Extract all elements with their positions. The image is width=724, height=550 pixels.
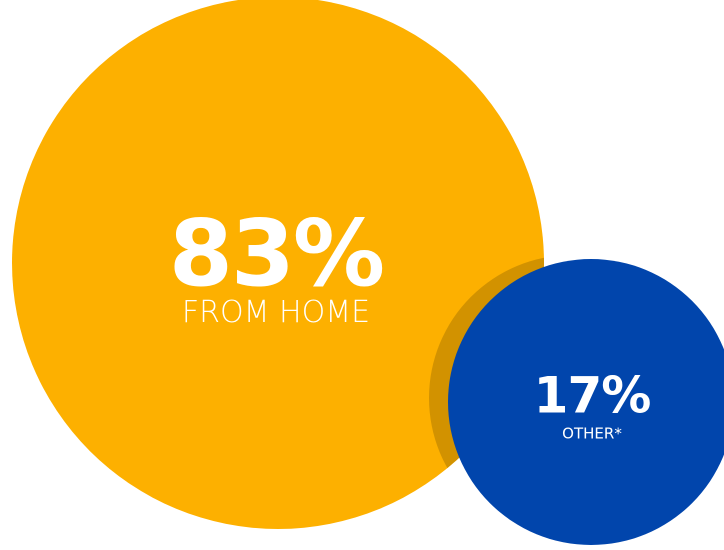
from-home-percent: 83%: [168, 200, 385, 307]
from-home-bubble-label: 83% FROM HOME: [168, 200, 385, 330]
other-bubble-label: 17% OTHER*: [533, 366, 652, 443]
other-percent: 17%: [533, 366, 652, 425]
other-label: OTHER*: [562, 424, 622, 443]
other-bubble: [448, 259, 724, 545]
from-home-label: FROM HOME: [181, 295, 371, 330]
from-home-bubble: [12, 0, 544, 529]
